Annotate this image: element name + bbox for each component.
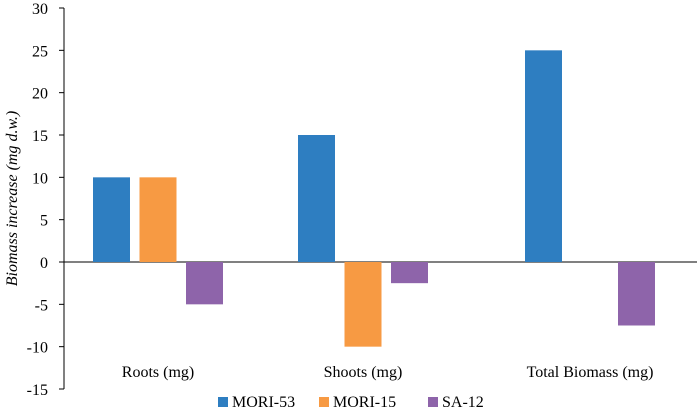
bars (93, 50, 655, 347)
y-tick-label: -15 (27, 382, 48, 399)
bar-mori-15-1 (344, 262, 382, 347)
category-label: Shoots (mg) (324, 364, 403, 381)
legend-swatch-mori-15 (319, 397, 329, 407)
category-label: Roots (mg) (122, 364, 194, 381)
legend-label: MORI-15 (333, 394, 396, 411)
y-tick-label: 25 (32, 43, 48, 60)
y-tick-label: 5 (40, 213, 48, 230)
bar-mori-53-0 (93, 177, 130, 262)
y-tick-label: -5 (35, 297, 48, 314)
bar-sa-12-1 (391, 262, 428, 284)
bar-sa-12-2 (618, 262, 655, 326)
category-labels: Roots (mg) Shoots (mg) Total Biomass (mg) (122, 364, 654, 381)
bar-mori-53-2 (525, 50, 562, 263)
y-tick-label: 0 (40, 255, 48, 272)
y-tick-labels: 30 25 20 15 10 5 0 -5 -10 -15 (27, 1, 48, 399)
legend-label: MORI-53 (232, 394, 295, 411)
y-tick-label: 15 (32, 128, 48, 145)
bar-sa-12-0 (186, 262, 223, 305)
legend-label: SA-12 (442, 394, 484, 411)
bar-mori-53-1 (298, 135, 335, 262)
y-tick-label: 30 (32, 1, 48, 18)
legend: MORI-53 MORI-15 SA-12 (218, 394, 484, 411)
y-axis-label: Biomass increase (mg d.w.) (4, 111, 21, 287)
bar-mori-15-0 (139, 177, 177, 262)
y-tick-label: 20 (32, 86, 48, 103)
legend-swatch-sa-12 (428, 397, 438, 407)
legend-swatch-mori-53 (218, 397, 228, 407)
y-tick-label: 10 (32, 170, 48, 187)
y-tick-label: -10 (27, 340, 48, 357)
category-label: Total Biomass (mg) (527, 364, 654, 381)
